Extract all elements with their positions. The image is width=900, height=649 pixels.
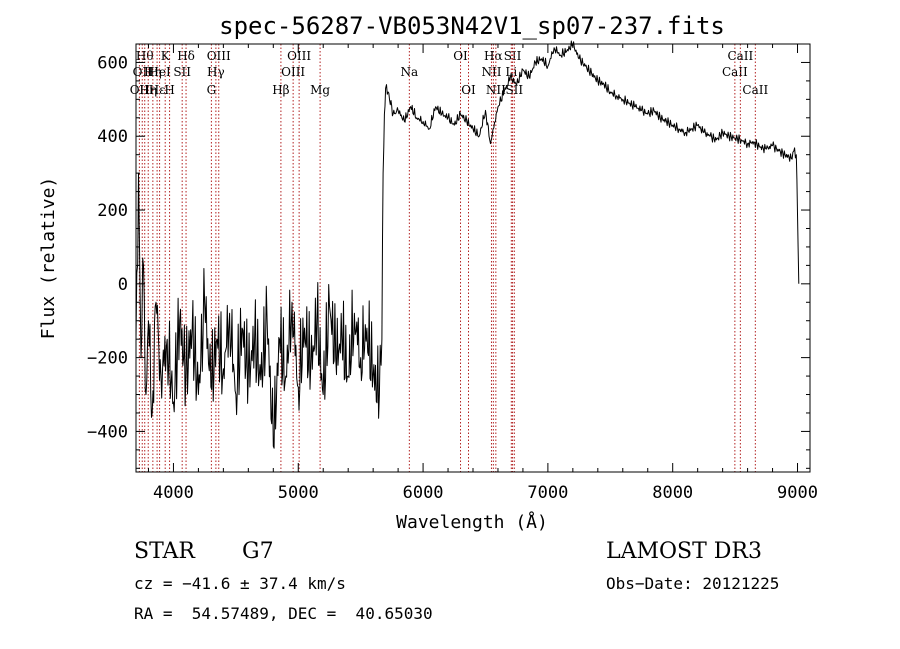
line-label-oiii-15: OIII [281,65,305,79]
line-label-hα-22: Hα [484,49,503,63]
line-label-nii-21: NII [481,65,501,79]
chart-title: spec-56287-VB053N42V1_sp07-237.fits [219,12,725,40]
x-tick-label-7000: 7000 [527,483,568,503]
line-label-k-7: K [161,49,171,63]
line-label-caii-28: CaII [727,49,753,63]
line-label-hβ-14: Hβ [272,83,289,97]
flux-series [135,40,800,449]
x-tick-label-4000: 4000 [153,483,194,503]
line-label-g-11: G [207,83,217,97]
axis-ticks: 4000 5000 6000 7000 8000 9000 −400 −200 0 200 400 6… [87,44,818,503]
line-label-oi-20: OI [461,83,476,97]
line-label-sii-26: SII [505,83,523,97]
spectral-line-markers: OIIOIIHθHηHηHεHeIKHSIIHδGHγOIIIHβOIIIOII… [130,44,768,472]
x-tick-label-8000: 8000 [652,483,693,503]
redshift-value: cz = −41.6 ± 37.4 km/s [134,574,346,593]
object-class: STAR [134,539,195,564]
line-label-caii-29: CaII [742,83,768,97]
object-subclass: G7 [242,539,274,564]
line-label-sii-9: SII [173,65,191,79]
line-label-li-24: Li [505,65,517,79]
line-label-nii-23: NII [486,83,506,97]
line-label-hei-6: HeI [148,65,171,79]
x-tick-label-6000: 6000 [403,483,444,503]
line-label-hε-5: Hε [149,83,166,97]
line-label-hθ-2: Hθ [136,49,154,63]
line-label-oi-19: OI [453,49,468,63]
y-axis-label: Flux (relative) [38,177,59,340]
spectrum-plot: spec-56287-VB053N42V1_sp07-237.fits OII O… [38,12,818,533]
line-label-oii-1: OII [133,65,153,79]
line-label-oiii-13: OIII [207,49,231,63]
line-label-na-18: Na [401,65,419,79]
y-tick-label--400: −400 [87,422,128,442]
line-label-hδ-10: Hδ [177,49,195,63]
survey-name: LAMOST DR3 [606,539,762,564]
line-label-oiii-16: OIII [287,49,311,63]
series-flux [135,40,800,449]
x-tick-label-5000: 5000 [278,483,319,503]
line-label-hγ-12: Hγ [207,65,225,79]
y-tick-label-0: 0 [118,275,128,295]
line-label-caii-27: CaII [722,65,748,79]
y-tick-label-600: 600 [97,53,128,73]
x-axis-label: Wavelength (Å) [396,511,548,533]
line-label-mg-17: Mg [310,83,330,97]
line-label-sii-25: SII [504,49,522,63]
observation-date: Obs−Date: 20121225 [606,574,780,593]
y-tick-label-200: 200 [97,201,128,221]
coordinates: RA = 54.57489, DEC = 40.65030 [134,604,433,623]
y-tick-label--200: −200 [87,349,128,369]
y-tick-label-400: 400 [97,127,128,147]
x-tick-label-9000: 9000 [777,483,818,503]
line-label-h-8: H [164,83,174,97]
